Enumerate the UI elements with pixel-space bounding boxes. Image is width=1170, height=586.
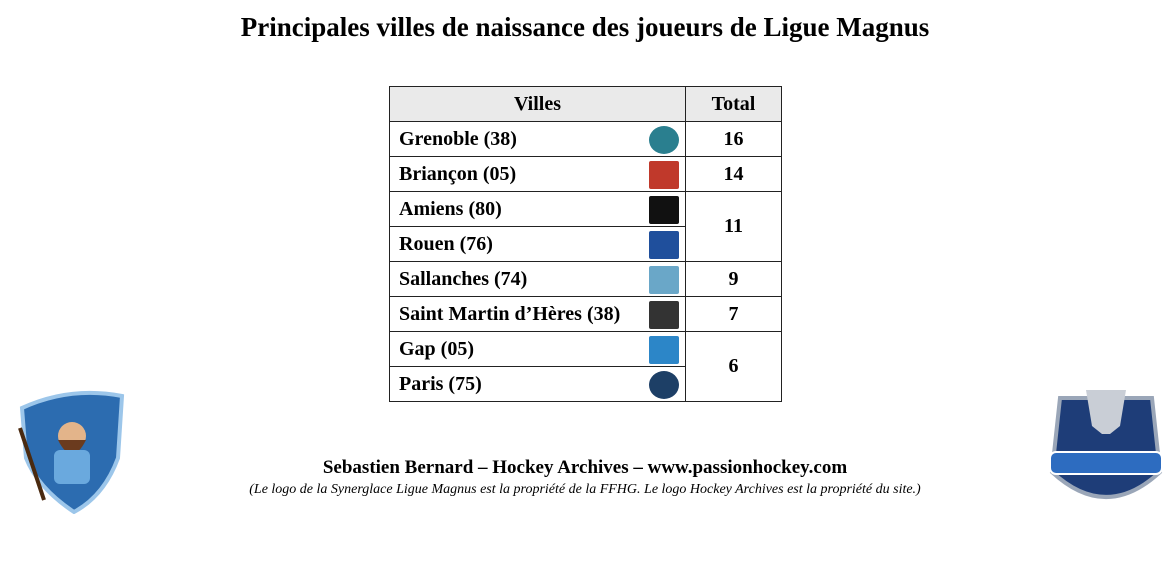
row: Saint Martin d’Hères (38) 7: [389, 296, 782, 332]
city-name: Grenoble (38): [399, 127, 517, 150]
city-logo: [649, 196, 679, 224]
header-cell: Total: [685, 86, 782, 122]
note: (Le logo de la Synerglace Ligue Magnus e…: [249, 482, 921, 497]
total-cell: 6: [685, 331, 782, 402]
row: Sallanches (74) 9: [389, 261, 782, 297]
row: Gap (05) 6: [389, 331, 782, 402]
row: Paris (75): [389, 366, 782, 402]
total-cell: 9: [685, 261, 782, 297]
header-row: Villes Total: [389, 86, 782, 122]
city-logo: [649, 126, 679, 154]
hockey-archives-logo: [18, 390, 125, 514]
city-cell: Paris (75): [389, 366, 686, 402]
city-name: Amiens (80): [399, 197, 502, 220]
city-cell: Saint Martin d’Hères (38): [389, 296, 686, 332]
total-cell: 14: [685, 156, 782, 192]
city-cell: Gap (05): [389, 331, 686, 367]
city-name: Gap (05): [399, 337, 474, 360]
city-logo: [649, 301, 679, 329]
credit: Sebastien Bernard – Hockey Archives – ww…: [322, 457, 848, 478]
total-cell: 16: [685, 121, 782, 157]
city-logo: [649, 266, 679, 294]
row: Amiens (80) 11: [389, 191, 782, 262]
row: Grenoble (38) 16: [389, 121, 782, 157]
row: Briançon (05) 14: [389, 156, 782, 192]
city-name: Briançon (05): [399, 162, 517, 185]
city-cell: Amiens (80): [389, 191, 686, 227]
city-logo: [649, 231, 679, 259]
city-cell: Sallanches (74): [389, 261, 686, 297]
city-logo: [649, 161, 679, 189]
title: Principales villes de naissance des joue…: [240, 12, 930, 42]
city-name: Sallanches (74): [399, 267, 528, 290]
city-logo: [649, 336, 679, 364]
synerglace-logo: [1049, 390, 1163, 499]
city-name: Paris (75): [399, 372, 482, 395]
city-logo: [649, 371, 679, 399]
city-cell: Rouen (76): [389, 226, 686, 262]
city-name: Saint Martin d’Hères (38): [399, 302, 621, 325]
total-cell: 11: [685, 191, 782, 262]
city-cell: Briançon (05): [389, 156, 686, 192]
city-name: Rouen (76): [399, 232, 493, 255]
city-cell: Grenoble (38): [389, 121, 686, 157]
table: Villes Total Grenoble (38) 16 Briançon (05…: [389, 86, 782, 402]
total-cell: 7: [685, 296, 782, 332]
row: Rouen (76): [389, 226, 782, 262]
header-cell: Villes: [389, 86, 686, 122]
